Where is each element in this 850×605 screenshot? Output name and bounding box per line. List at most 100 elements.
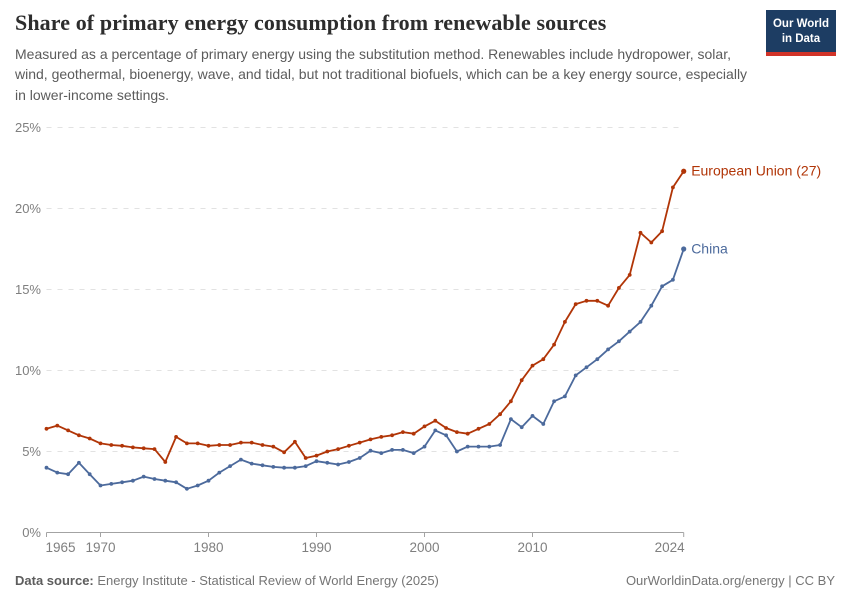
china-point bbox=[465, 444, 470, 449]
x-axis-tick-label: 1980 bbox=[193, 540, 223, 555]
european-union-27-point bbox=[55, 423, 60, 428]
china-point bbox=[152, 477, 157, 481]
chart-subtitle: Measured as a percentage of primary ener… bbox=[15, 46, 748, 103]
european-union-27-point bbox=[455, 430, 459, 434]
china-point bbox=[638, 320, 643, 324]
china-line bbox=[45, 248, 685, 490]
x-axis-tick-label: 2024 bbox=[655, 540, 686, 555]
owid-logo: Our World in Data bbox=[765, 10, 836, 56]
china-series-label: China bbox=[691, 241, 728, 257]
european-union-27-point bbox=[660, 229, 664, 234]
china-point bbox=[433, 428, 438, 433]
european-union-27-point bbox=[303, 456, 308, 460]
x-axis-tick-label: 1965 bbox=[46, 540, 76, 555]
european-union-27-point bbox=[379, 435, 384, 439]
european-union-27-point bbox=[487, 422, 492, 426]
european-union-27-line bbox=[45, 170, 685, 463]
european-union-27-point bbox=[541, 357, 546, 362]
european-union-27-point bbox=[152, 447, 157, 451]
header: Share of primary energy consumption from… bbox=[15, 10, 760, 105]
china-point bbox=[563, 394, 567, 399]
european-union-27-point bbox=[131, 445, 135, 450]
china-point bbox=[131, 478, 135, 483]
china-point bbox=[87, 472, 92, 477]
china-point bbox=[401, 448, 405, 452]
china-point bbox=[325, 460, 330, 465]
european-union-27-point bbox=[498, 412, 502, 417]
china-point bbox=[282, 465, 286, 470]
european-union-27-point bbox=[120, 443, 124, 448]
china-point bbox=[66, 472, 70, 477]
china-point bbox=[185, 486, 189, 491]
european-union-27-point bbox=[282, 450, 286, 455]
european-union-27-point bbox=[98, 441, 103, 446]
china-point bbox=[357, 456, 362, 460]
x-axis-tick-label: 1970 bbox=[85, 540, 115, 555]
european-union-27-point bbox=[217, 443, 222, 447]
european-union-27-point bbox=[444, 426, 448, 430]
data-source-note: Data source: Energy Institute - Statisti… bbox=[15, 573, 439, 588]
license-note: OurWorldinData.org/energy | CC BY bbox=[625, 573, 835, 588]
european-union-27-point bbox=[174, 435, 179, 439]
china-point bbox=[174, 480, 179, 485]
china-point bbox=[390, 448, 394, 452]
china-point bbox=[260, 463, 265, 468]
european-union-27-point bbox=[606, 303, 610, 308]
china-point bbox=[606, 347, 610, 352]
china-point bbox=[44, 465, 49, 470]
european-union-27-point bbox=[433, 418, 438, 423]
data-source-text: Energy Institute - Statistical Review of… bbox=[93, 573, 439, 588]
european-union-27-point bbox=[530, 363, 535, 368]
european-union-27-point bbox=[260, 443, 265, 447]
european-union-27-point bbox=[573, 302, 578, 306]
european-union-27-point bbox=[617, 286, 621, 290]
china-point bbox=[671, 277, 675, 282]
china-point bbox=[530, 414, 535, 418]
china-point bbox=[249, 461, 254, 466]
european-union-27-point bbox=[239, 440, 243, 445]
european-union-27-point bbox=[627, 273, 632, 277]
china-point bbox=[552, 399, 556, 404]
european-union-27-point bbox=[584, 298, 589, 303]
china-point bbox=[487, 444, 492, 449]
european-union-27-point bbox=[325, 449, 330, 454]
china-point bbox=[239, 457, 243, 462]
china-point bbox=[195, 483, 200, 488]
european-union-27-point bbox=[314, 453, 319, 458]
y-axis-tick-label: 15% bbox=[15, 282, 41, 297]
european-union-27-point bbox=[185, 441, 189, 446]
china-point bbox=[77, 460, 81, 465]
y-axis-tick-label: 10% bbox=[15, 363, 41, 378]
china-point bbox=[141, 474, 146, 479]
european-union-27-point bbox=[595, 298, 600, 303]
china-point bbox=[509, 417, 513, 421]
china-point bbox=[109, 482, 114, 486]
china-end-point bbox=[681, 246, 687, 252]
european-union-27-point bbox=[77, 433, 81, 438]
european-union-27-point bbox=[163, 460, 168, 464]
european-union-27-point bbox=[476, 426, 481, 431]
european-union-27-point bbox=[638, 230, 643, 235]
china-point bbox=[595, 357, 600, 362]
china-point bbox=[519, 425, 524, 430]
european-union-27-point bbox=[509, 399, 513, 404]
y-axis-tick-label: 0% bbox=[22, 525, 41, 540]
china-point bbox=[541, 422, 546, 426]
china-point bbox=[627, 329, 632, 334]
european-union-27-point bbox=[671, 185, 675, 190]
china-point bbox=[303, 464, 308, 468]
european-union-27-series-label: European Union (27) bbox=[691, 163, 821, 179]
china-point bbox=[228, 464, 233, 468]
data-source-label: Data source: bbox=[15, 573, 94, 588]
china-point bbox=[660, 284, 664, 289]
china-point bbox=[206, 478, 211, 483]
european-union-27-end-point bbox=[681, 168, 687, 174]
china-point bbox=[368, 448, 373, 453]
european-union-27-point bbox=[87, 436, 92, 441]
footer: Data source: Energy Institute - Statisti… bbox=[15, 573, 835, 588]
china-point bbox=[314, 459, 319, 464]
china-point bbox=[455, 449, 459, 454]
x-axis-tick-label: 2000 bbox=[409, 540, 439, 555]
european-union-27-point bbox=[271, 444, 276, 449]
european-union-27-point bbox=[401, 430, 405, 434]
